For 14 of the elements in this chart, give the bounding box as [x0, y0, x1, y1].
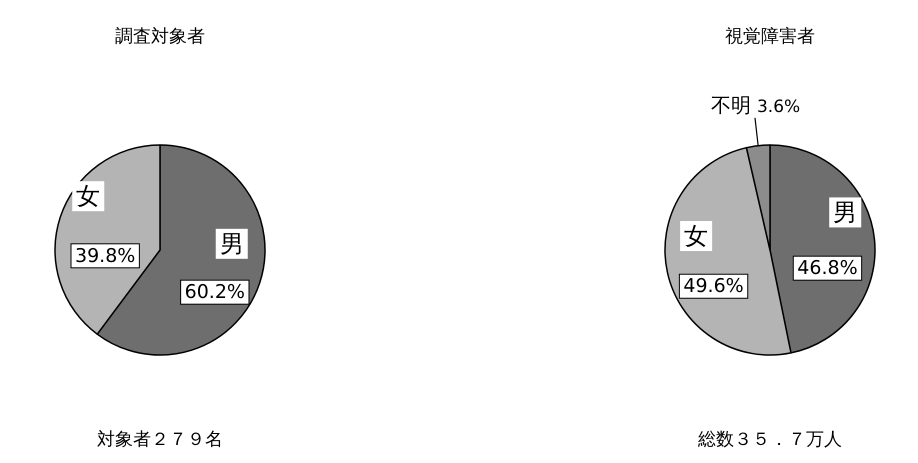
slice-label: 不明: [710, 92, 751, 117]
data-label: 46.8%: [797, 257, 858, 280]
slice-label: 女: [76, 182, 100, 210]
chart-title: 調査対象者: [115, 26, 205, 47]
text: 対象者２７９名: [97, 429, 223, 450]
text: 総数３５．７万人: [697, 429, 842, 450]
chart-title: 視覚障害者: [725, 26, 815, 47]
slice-label: 女: [684, 222, 708, 250]
slice-label: 男: [833, 198, 858, 226]
data-label: 49.6%: [683, 275, 744, 298]
data-label: 39.8%: [75, 244, 136, 267]
slice-label: 男: [220, 230, 244, 258]
data-label: 60.2%: [184, 281, 245, 304]
data-label: 3.6%: [756, 96, 800, 117]
